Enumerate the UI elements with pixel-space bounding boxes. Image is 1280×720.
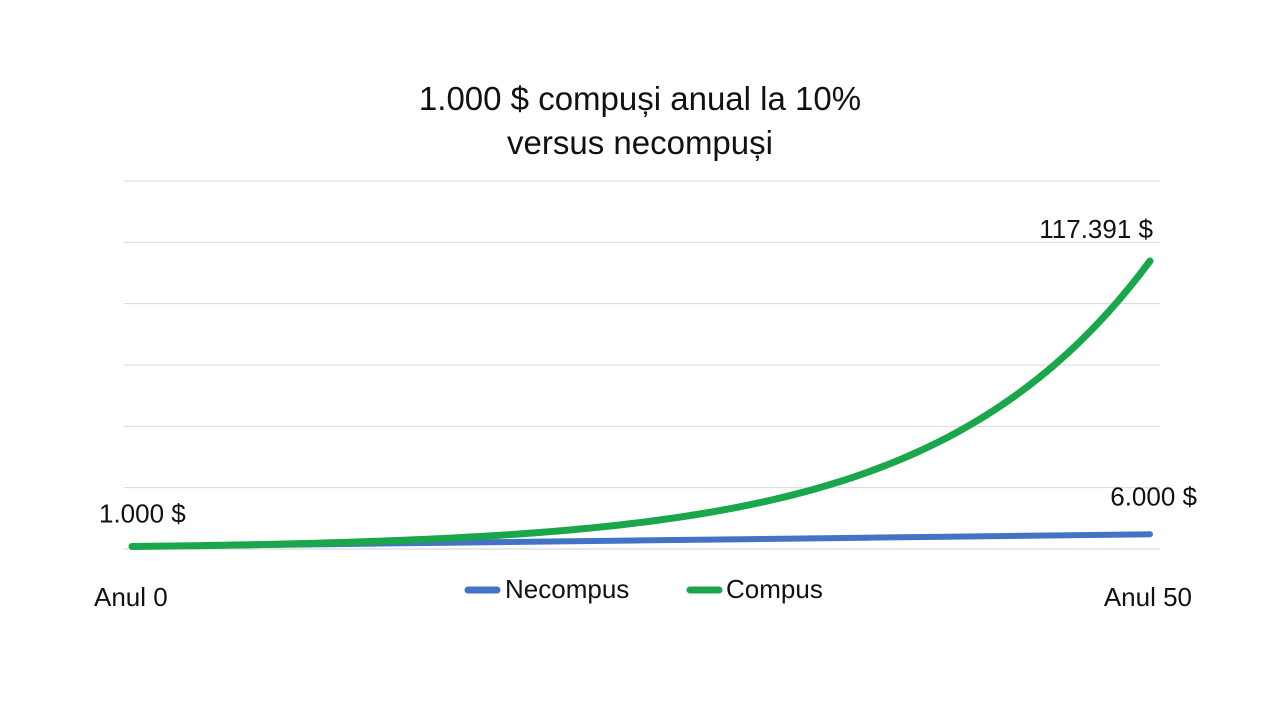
x-axis-end-label: Anul 50 xyxy=(1104,582,1192,612)
series-lines xyxy=(128,257,1154,551)
legend-label-compus: Compus xyxy=(726,574,823,604)
x-axis-labels: Anul 0 Anul 50 xyxy=(94,582,1192,612)
data-label-compus-start: 1.000 $ xyxy=(99,499,186,529)
gridlines xyxy=(124,180,1160,550)
data-label-necompus-end: 6.000 $ xyxy=(1110,481,1197,511)
series-line-compus xyxy=(128,257,1154,551)
chart-title-line-1: 1.000 $ compuși anual la 10% xyxy=(418,80,862,117)
legend: Necompus Compus xyxy=(464,574,823,604)
legend-label-necompus: Necompus xyxy=(505,574,629,604)
data-labels: 1.000 $ 117.391 $ 6.000 $ xyxy=(99,214,1198,529)
data-label-compus-end: 117.391 $ xyxy=(1039,214,1153,244)
chart-title-line-2: versus necompuși xyxy=(507,124,773,161)
x-axis-start-label: Anul 0 xyxy=(94,582,168,612)
